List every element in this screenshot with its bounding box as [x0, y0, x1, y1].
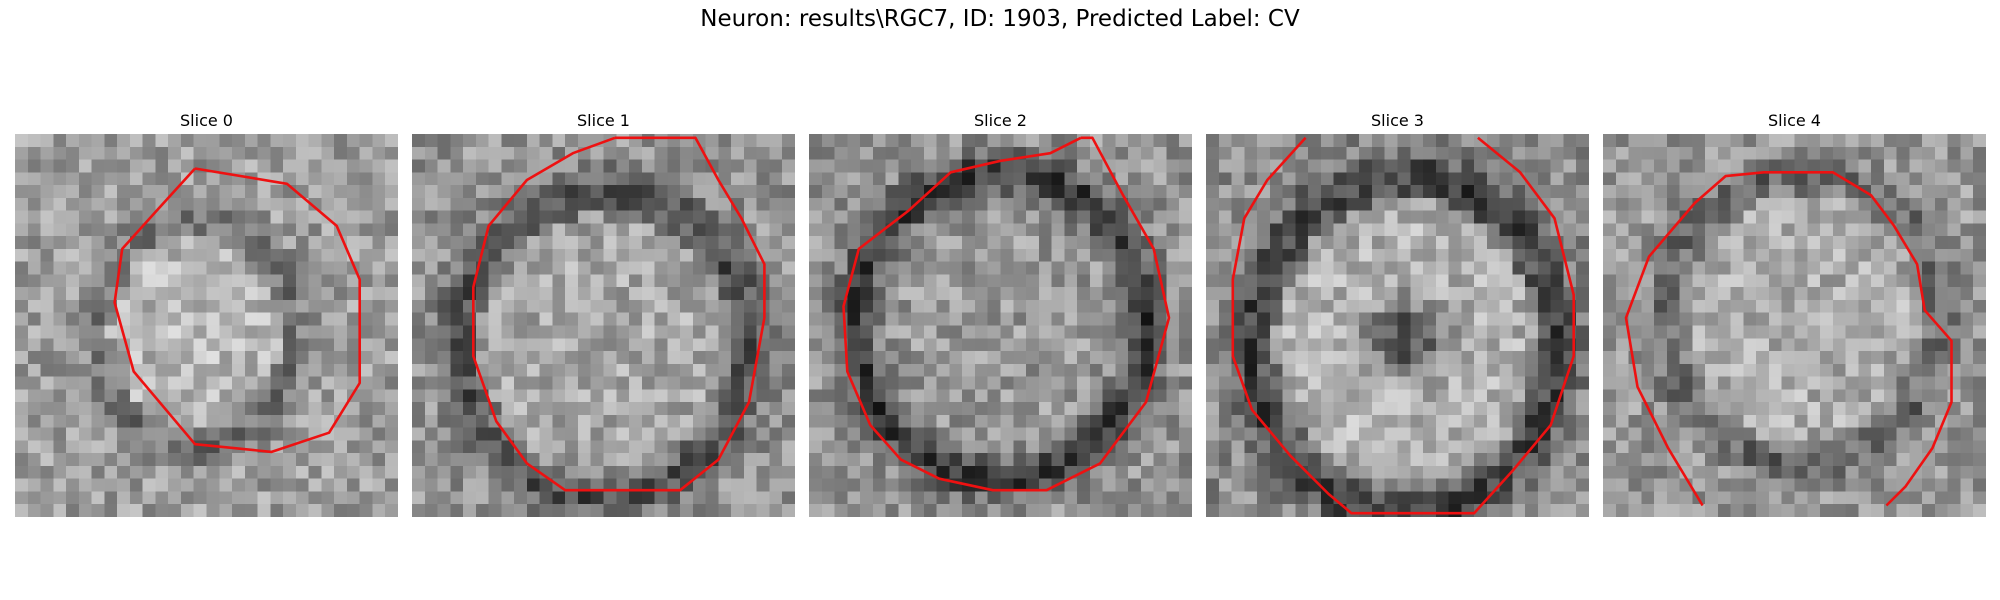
- pixel-texture: [15, 134, 398, 517]
- cell-outline: [842, 136, 1171, 492]
- slice-title: Slice 1: [577, 111, 630, 130]
- slice-panel-4: Slice 4: [1603, 110, 1986, 517]
- slice-image: [412, 134, 795, 517]
- cell-outline: [1624, 170, 1953, 507]
- slice-image: [1206, 134, 1589, 517]
- slice-title: Slice 2: [974, 111, 1027, 130]
- slice-image: [809, 134, 1192, 517]
- pixel-texture: [1206, 134, 1589, 517]
- slice-panel-2: Slice 2: [809, 110, 1192, 517]
- cell-outline: [471, 136, 766, 492]
- pixel-texture: [809, 134, 1192, 517]
- pixel-texture: [412, 134, 795, 517]
- slice-panel-3: Slice 3: [1206, 110, 1589, 517]
- cell-outline: [113, 167, 362, 454]
- slice-image: [15, 134, 398, 517]
- cell-outline: [1231, 136, 1576, 515]
- slice-panel-0: Slice 0: [15, 110, 398, 517]
- figure-title: Neuron: results\RGC7, ID: 1903, Predicte…: [700, 6, 1300, 32]
- pixel-texture: [1603, 134, 1986, 517]
- slice-title: Slice 3: [1371, 111, 1424, 130]
- slice-title: Slice 4: [1768, 111, 1821, 130]
- slice-image: [1603, 134, 1986, 517]
- slice-panel-1: Slice 1: [412, 110, 795, 517]
- slice-title: Slice 0: [180, 111, 233, 130]
